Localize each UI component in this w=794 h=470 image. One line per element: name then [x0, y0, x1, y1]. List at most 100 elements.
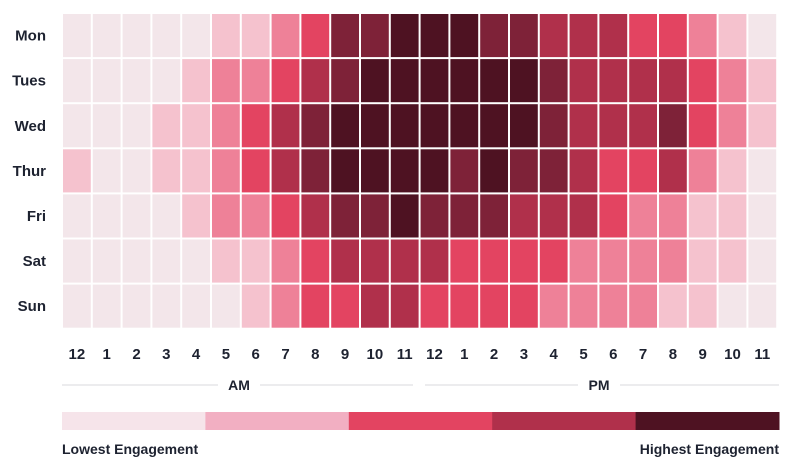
heatmap-cell [420, 194, 449, 238]
am-label: AM [228, 377, 250, 393]
hour-label: 4 [192, 346, 201, 363]
hour-label: 7 [639, 346, 647, 363]
hour-label: 6 [609, 346, 617, 363]
heatmap-cell [569, 149, 598, 193]
heatmap-cell [599, 59, 628, 103]
heatmap-cell [212, 284, 240, 328]
heatmap-cell [510, 59, 538, 103]
hour-label: 5 [579, 346, 587, 363]
heatmap-cell [539, 194, 568, 238]
heatmap-cell [271, 239, 300, 283]
heatmap-cell [420, 284, 449, 328]
heatmap-cell [659, 194, 687, 238]
legend-high-label: Highest Engagement [640, 441, 780, 457]
heatmap-cell [92, 239, 121, 283]
heatmap-cell [599, 149, 628, 193]
heatmap-cell [539, 59, 568, 103]
heatmap-cell [718, 14, 747, 58]
heatmap-cell [569, 239, 598, 283]
heatmap-cell [122, 104, 151, 148]
heatmap-cell [63, 59, 91, 103]
heatmap-cell [480, 14, 508, 58]
heatmap-cell [748, 239, 777, 283]
heatmap-cell [331, 194, 359, 238]
heatmap-cell [241, 239, 270, 283]
heatmap-cell [420, 59, 449, 103]
heatmap-cell [361, 239, 389, 283]
heatmap-cell [718, 59, 747, 103]
heatmap-cell [212, 239, 240, 283]
heatmap-cell [599, 14, 628, 58]
heatmap-cell [241, 14, 270, 58]
heatmap-cell [331, 59, 359, 103]
legend-segment [348, 412, 493, 430]
heatmap-cell [599, 239, 628, 283]
heatmap-cell [63, 104, 91, 148]
heatmap-cell [450, 194, 479, 238]
heatmap-cell [539, 149, 568, 193]
day-label: Sun [18, 298, 46, 315]
heatmap-cell [182, 149, 210, 193]
heatmap-cell [569, 284, 598, 328]
hour-label: 1 [460, 346, 468, 363]
heatmap-cell [450, 149, 479, 193]
heatmap-cell [122, 149, 151, 193]
heatmap-cell [92, 59, 121, 103]
day-label: Fri [27, 208, 46, 225]
heatmap-cell [241, 104, 270, 148]
heatmap-cell [420, 14, 449, 58]
heatmap-cell [271, 149, 300, 193]
heatmap-cell [748, 194, 777, 238]
hour-label: 8 [669, 346, 677, 363]
heatmap-cell [688, 239, 717, 283]
heatmap-cell [390, 239, 419, 283]
heatmap-cell [122, 194, 151, 238]
heatmap-cell [569, 59, 598, 103]
heatmap-cell [301, 239, 330, 283]
heatmap-cell [241, 149, 270, 193]
heatmap-cell [659, 149, 687, 193]
heatmap-cell [450, 14, 479, 58]
heatmap-cell [212, 194, 240, 238]
day-label: Sat [23, 253, 46, 270]
heatmap-cell [301, 59, 330, 103]
heatmap-cell [688, 14, 717, 58]
heatmap-cell [688, 149, 717, 193]
heatmap-cell [450, 284, 479, 328]
pm-label: PM [589, 377, 610, 393]
heatmap-cell [420, 239, 449, 283]
heatmap-cell [301, 194, 330, 238]
heatmap-cell [212, 104, 240, 148]
hour-label: 8 [311, 346, 319, 363]
hour-label: 9 [699, 346, 707, 363]
heatmap-cell [718, 284, 747, 328]
heatmap-cell [569, 194, 598, 238]
heatmap-cell [539, 104, 568, 148]
heatmap-cell [122, 14, 151, 58]
heatmap-cell [718, 104, 747, 148]
heatmap-cell [361, 104, 389, 148]
heatmap-cell [659, 104, 687, 148]
heatmap-cell [718, 194, 747, 238]
heatmap-cell [301, 104, 330, 148]
legend-segment [635, 412, 780, 430]
heatmap-cell [420, 149, 449, 193]
heatmap-cell [331, 149, 359, 193]
heatmap-cell [63, 14, 91, 58]
heatmap-cell [92, 194, 121, 238]
heatmap-cell [599, 284, 628, 328]
hour-label: 9 [341, 346, 349, 363]
heatmap-cell [390, 104, 419, 148]
heatmap-cell [659, 14, 687, 58]
hour-label: 2 [490, 346, 498, 363]
heatmap-cell [480, 239, 508, 283]
heatmap-cell [241, 194, 270, 238]
heatmap-cell [212, 149, 240, 193]
heatmap-cell [450, 239, 479, 283]
heatmap-cell [361, 194, 389, 238]
heatmap-cell [510, 149, 538, 193]
hour-label: 12 [69, 346, 86, 363]
heatmap-cell [182, 194, 210, 238]
heatmap-cell [510, 239, 538, 283]
hour-label: 2 [132, 346, 140, 363]
